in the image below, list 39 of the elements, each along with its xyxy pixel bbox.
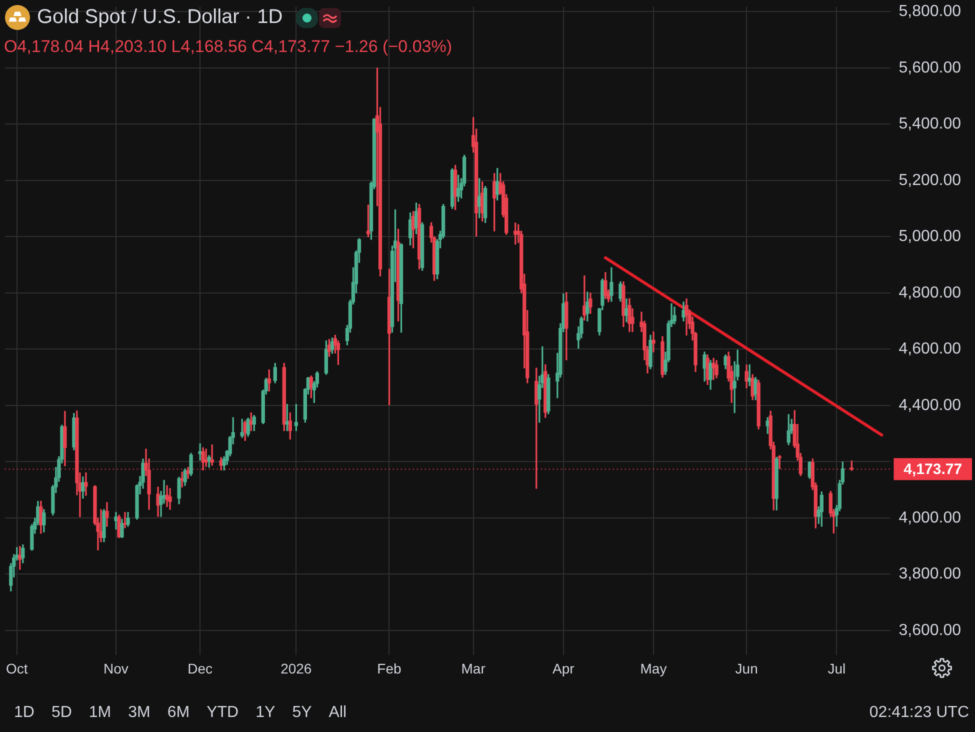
text: 6M [167,704,190,722]
x-tick-label: Mar [461,660,486,676]
x-tick-label: Jun [735,660,758,676]
text: 5D [51,704,72,722]
y-tick-label: 5,800.00 [898,3,962,20]
text: YTD [206,704,239,722]
candlestick [84,472,88,496]
text: 1Y [256,704,276,722]
y-tick-label: 4,000.00 [898,509,962,526]
x-tick-label: Nov [104,660,128,676]
x-tick-label: 2026 [280,660,312,676]
candlestick [712,358,716,380]
x-tick-label: Feb [377,660,402,676]
y-tick-label: 5,000.00 [898,228,962,246]
text: 02:41:23 UTC [869,704,969,722]
x-tick-label: Oct [6,660,28,676]
text: 1D [14,704,34,722]
y-tick-label: 4,800.00 [898,284,962,302]
y-tick-label: 5,200.00 [898,172,962,189]
y-tick-label: 3,800.00 [898,566,962,583]
candlestick [210,444,214,466]
text: 1M [88,704,112,722]
y-tick-label: 5,400.00 [898,116,962,133]
x-tick-label: May [640,660,667,676]
y-tick-label: 5,600.00 [898,59,962,76]
x-tick-label: Jul [828,660,846,676]
y-tick-label: 4,600.00 [898,340,962,358]
text: 5Y [292,704,312,722]
candlestick [652,331,656,352]
y-tick-label: 4,400.00 [898,396,962,414]
x-tick-label: Apr [552,660,575,676]
y-tick-label: 3,600.00 [898,622,962,639]
chart-title: Gold Spot / U.S. Dollar · 1D [37,6,283,29]
text: O4,178.04 H4,203.10 L4,168.56 C4,173.77 −1.26 (−0.03%) [4,37,452,57]
text: 3M [128,704,150,722]
x-tick-label: Dec [188,660,213,676]
candlestick [168,488,172,510]
ref-line-label: 4,173.77 [904,461,962,478]
text: All [328,704,347,722]
